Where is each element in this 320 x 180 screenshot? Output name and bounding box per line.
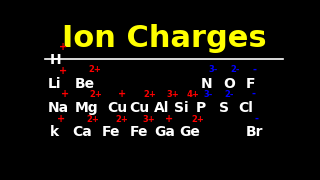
Text: Na: Na: [47, 101, 68, 114]
Text: 2+: 2+: [90, 90, 102, 99]
Text: Br: Br: [246, 125, 263, 140]
Text: S: S: [219, 101, 228, 114]
Text: P: P: [196, 101, 206, 114]
Text: Cu: Cu: [107, 101, 127, 114]
Text: Ga: Ga: [154, 125, 175, 140]
Text: O: O: [224, 77, 236, 91]
Text: Fe: Fe: [102, 125, 121, 140]
Text: F: F: [246, 77, 255, 91]
Text: +: +: [59, 42, 67, 52]
Text: 3+: 3+: [166, 90, 179, 99]
Text: Cl: Cl: [238, 101, 253, 114]
Text: H: H: [50, 53, 61, 67]
Text: 4+: 4+: [186, 90, 199, 99]
Text: 2+: 2+: [86, 115, 99, 124]
Text: -: -: [254, 114, 258, 124]
Text: N: N: [201, 77, 213, 91]
Text: +: +: [165, 114, 173, 124]
Text: Fe: Fe: [129, 125, 148, 140]
Text: 2+: 2+: [116, 115, 129, 124]
Text: +: +: [57, 114, 65, 124]
Text: +: +: [61, 89, 69, 99]
Text: -: -: [252, 89, 256, 99]
Text: 3+: 3+: [143, 115, 156, 124]
Text: 2+: 2+: [192, 115, 205, 124]
Text: k: k: [50, 125, 59, 140]
Text: 3-: 3-: [203, 90, 212, 99]
Text: Ion Charges: Ion Charges: [62, 24, 266, 53]
Text: Al: Al: [154, 101, 170, 114]
Text: 2-: 2-: [230, 65, 240, 74]
Text: -: -: [252, 64, 256, 74]
Text: Li: Li: [47, 77, 61, 91]
Text: Cu: Cu: [129, 101, 149, 114]
Text: Mg: Mg: [75, 101, 98, 114]
Text: +: +: [118, 89, 126, 99]
Text: 3-: 3-: [208, 65, 218, 74]
Text: Be: Be: [75, 77, 95, 91]
Text: 2-: 2-: [225, 90, 234, 99]
Text: Si: Si: [174, 101, 188, 114]
Text: Ge: Ge: [179, 125, 200, 140]
Text: +: +: [59, 66, 67, 76]
Text: 2+: 2+: [143, 90, 156, 99]
Text: Ca: Ca: [72, 125, 92, 140]
Text: 2+: 2+: [88, 65, 101, 74]
